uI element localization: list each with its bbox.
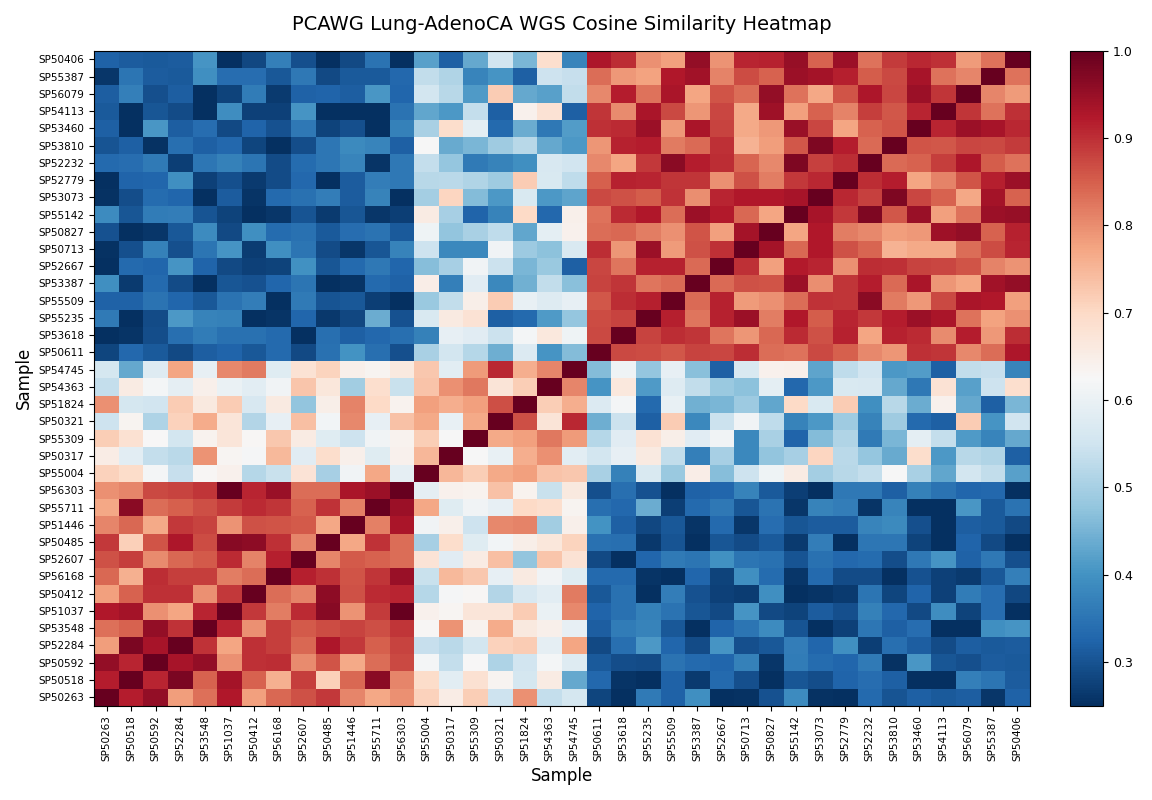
Y-axis label: Sample: Sample: [15, 347, 33, 410]
X-axis label: Sample: Sample: [531, 767, 593, 785]
Title: PCAWG Lung-AdenoCA WGS Cosine Similarity Heatmap: PCAWG Lung-AdenoCA WGS Cosine Similarity…: [293, 15, 832, 34]
